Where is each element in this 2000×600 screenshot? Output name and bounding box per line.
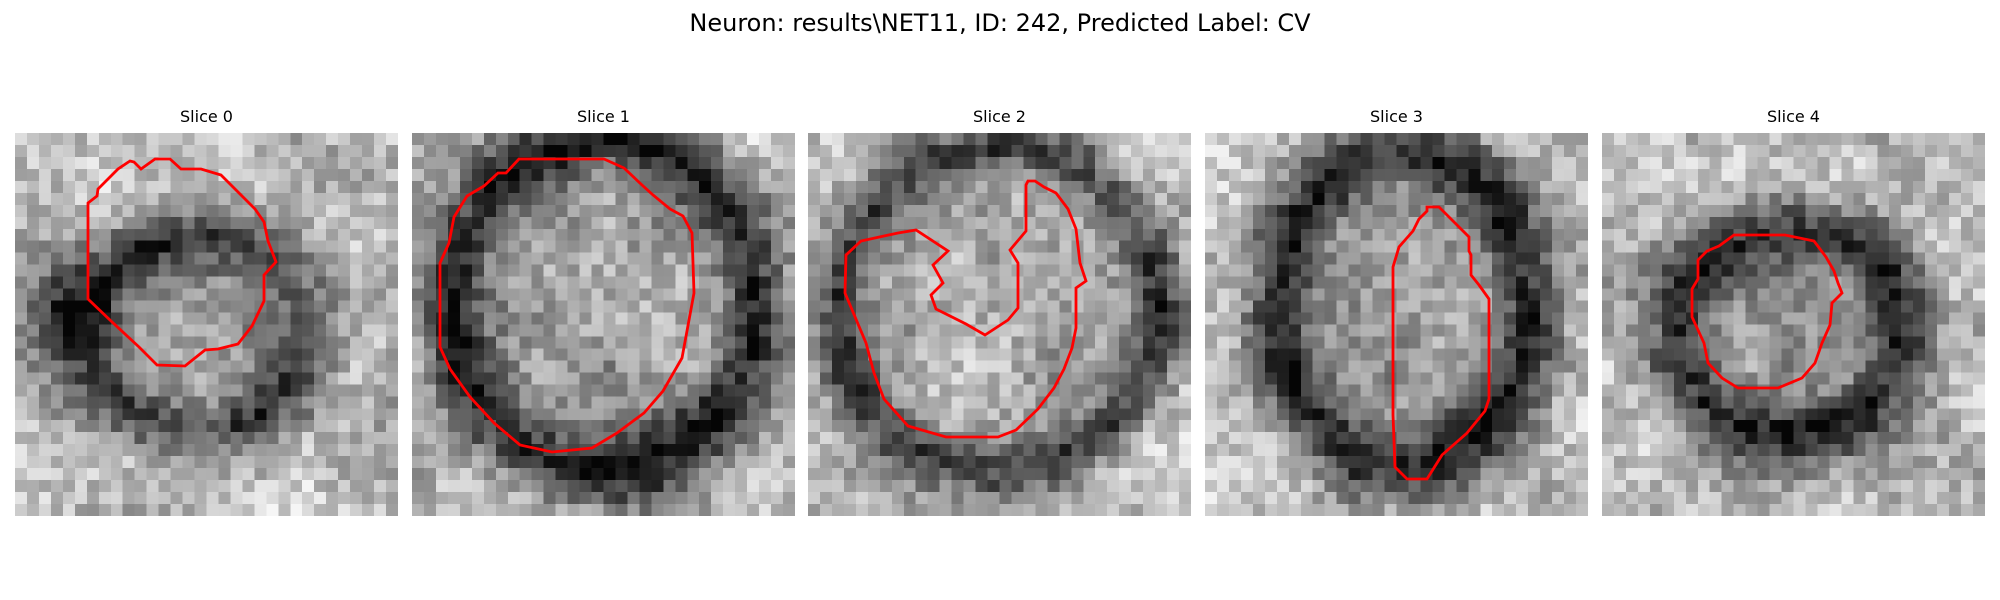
segmentation-outline	[86, 157, 278, 368]
slice-image	[1205, 133, 1588, 516]
segmentation-outline-overlay	[1391, 205, 1491, 481]
slice-title: Slice 2	[973, 107, 1026, 126]
slice-image	[808, 133, 1191, 516]
grayscale-micrograph	[1602, 133, 1985, 516]
slice-image	[412, 133, 795, 516]
segmentation-outline	[843, 179, 1088, 439]
slice-title: Slice 4	[1767, 107, 1820, 126]
slice-image	[15, 133, 398, 516]
figure-title: Neuron: results\NET11, ID: 242, Predicte…	[689, 9, 1311, 37]
slice-title: Slice 3	[1370, 107, 1423, 126]
grayscale-micrograph	[412, 133, 795, 516]
grayscale-micrograph	[1205, 133, 1588, 516]
segmentation-outline	[1690, 233, 1844, 390]
slice-title: Slice 0	[180, 107, 233, 126]
segmentation-outline	[438, 157, 696, 454]
slice-title: Slice 1	[577, 107, 630, 126]
grayscale-micrograph	[15, 133, 398, 516]
slice-image	[1602, 133, 1985, 516]
